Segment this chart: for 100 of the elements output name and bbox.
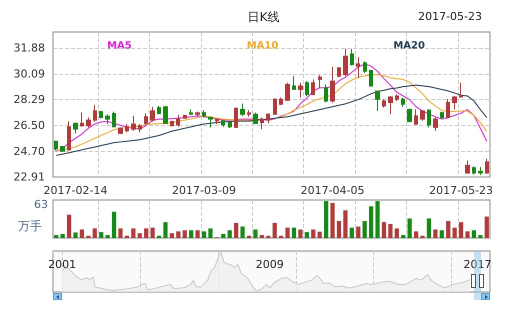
bar xyxy=(336,221,342,238)
bar xyxy=(356,226,360,238)
bar xyxy=(131,228,136,238)
candlestick xyxy=(452,96,457,110)
x-tick-label: 2001 xyxy=(48,258,76,271)
bar xyxy=(330,202,335,238)
candlestick xyxy=(420,110,425,122)
bar xyxy=(260,235,264,238)
bar xyxy=(182,230,187,238)
candlestick xyxy=(73,122,78,134)
candlestick xyxy=(459,82,463,98)
y-axis-title: 万手 xyxy=(18,219,42,233)
candlestick xyxy=(285,82,290,102)
candlestick xyxy=(401,97,405,108)
bar xyxy=(208,228,213,238)
x-tick-label: 2017-05-23 xyxy=(429,184,494,197)
candlestick xyxy=(163,105,168,125)
candlestick xyxy=(112,111,116,128)
candlestick xyxy=(273,98,277,116)
candlestick xyxy=(478,166,483,176)
bar xyxy=(446,221,450,238)
bar xyxy=(189,230,194,238)
bar xyxy=(458,222,464,238)
bar xyxy=(465,231,470,238)
line-series xyxy=(56,84,488,156)
x-tick-label: 2009 xyxy=(256,258,284,271)
text: 63 xyxy=(34,198,48,211)
candlestick xyxy=(221,120,225,128)
bar xyxy=(304,232,309,238)
candlestick xyxy=(305,80,309,97)
candlestick xyxy=(215,118,219,125)
candlestick xyxy=(240,103,245,116)
chart-title: 日K线 xyxy=(248,10,280,24)
bar xyxy=(478,235,482,238)
candlestick xyxy=(105,114,110,125)
bar xyxy=(382,222,386,238)
candlestick xyxy=(138,124,142,133)
candlestick xyxy=(208,116,213,128)
bar xyxy=(106,235,110,238)
bar xyxy=(368,206,374,238)
candlestick xyxy=(330,66,335,104)
candlestick xyxy=(131,115,136,132)
bar xyxy=(138,233,142,238)
candlestick xyxy=(363,60,367,74)
bar xyxy=(324,201,328,238)
bar xyxy=(54,235,58,238)
bar xyxy=(66,214,72,238)
bar xyxy=(298,230,303,238)
bar xyxy=(150,228,155,238)
candlestick xyxy=(189,108,193,116)
candlestick xyxy=(67,121,71,152)
candlestick xyxy=(183,114,187,120)
bar xyxy=(92,228,97,238)
bar xyxy=(394,228,399,238)
candlestick xyxy=(144,112,148,126)
y-tick-label: 26.50 xyxy=(14,118,45,132)
candlestick xyxy=(86,117,91,128)
candlestick xyxy=(369,69,373,88)
candlestick xyxy=(427,108,431,128)
candlestick xyxy=(228,121,232,129)
candlestick xyxy=(195,111,200,118)
bar xyxy=(73,232,78,238)
bar xyxy=(285,228,290,238)
candlestick xyxy=(485,158,489,174)
candlestick xyxy=(54,140,58,152)
candlestick xyxy=(80,112,84,128)
text: MA10 xyxy=(246,40,278,52)
bar xyxy=(318,232,322,238)
candlestick xyxy=(318,74,322,88)
candlestick xyxy=(446,98,450,119)
candlestick xyxy=(388,96,393,115)
candlestick xyxy=(311,78,315,96)
bar xyxy=(176,231,180,238)
bar xyxy=(234,222,238,238)
bar xyxy=(484,216,489,238)
bar xyxy=(472,230,476,238)
candlestick xyxy=(93,104,97,122)
y-tick-label: 30.09 xyxy=(14,67,45,80)
bar xyxy=(118,228,123,238)
bar xyxy=(452,228,457,238)
bar xyxy=(195,230,200,238)
candlestick xyxy=(266,112,270,124)
y-tick-label: 22.91 xyxy=(14,170,45,184)
bar xyxy=(362,221,367,238)
bar xyxy=(80,230,84,238)
x-tick-label: 2017-03-09 xyxy=(172,184,236,197)
bar xyxy=(350,228,354,238)
bar xyxy=(375,201,380,238)
bar xyxy=(228,230,232,238)
candlestick xyxy=(356,56,360,78)
bar xyxy=(163,222,168,238)
candlestick xyxy=(253,112,258,125)
candlestick xyxy=(395,94,399,102)
candlestick xyxy=(60,146,65,152)
bar xyxy=(202,231,206,238)
candlestick xyxy=(298,82,303,98)
bar xyxy=(414,231,418,238)
candlestick xyxy=(465,160,470,174)
bar xyxy=(240,226,245,238)
bar xyxy=(170,233,174,238)
